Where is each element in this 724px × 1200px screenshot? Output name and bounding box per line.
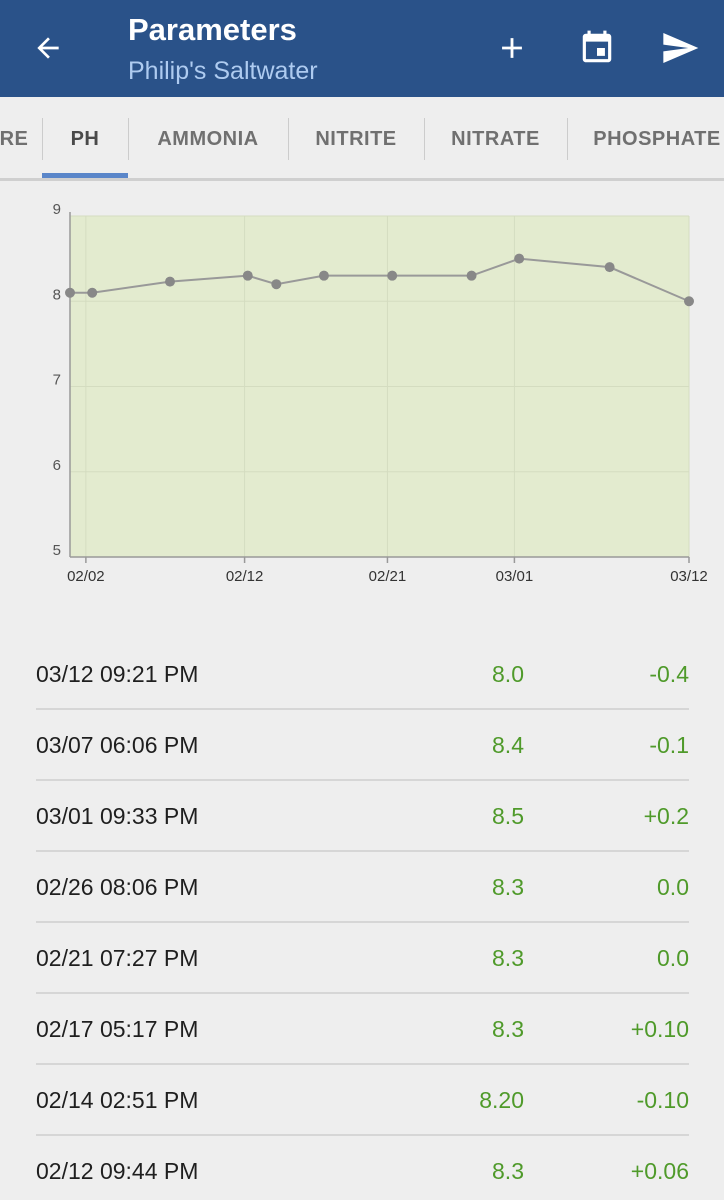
- reading-value: 8.3: [492, 945, 524, 971]
- reading-change: 0.0: [657, 945, 689, 971]
- ph-data-point: [87, 287, 98, 298]
- tab-nitrite[interactable]: NITRITE: [315, 127, 397, 150]
- reading-date: 03/12 09:21 PM: [36, 661, 199, 687]
- reading-row[interactable]: 02/26 08:06 PM 8.3 0.0: [36, 852, 689, 923]
- reading-date: 02/21 07:27 PM: [36, 945, 199, 971]
- ph-data-point: [514, 253, 525, 264]
- back-button[interactable]: [24, 26, 72, 70]
- reading-row[interactable]: 03/01 09:33 PM 8.5 +0.2: [36, 781, 689, 852]
- x-tick-label: 03/12: [670, 568, 708, 585]
- reading-value: 8.0: [492, 661, 524, 687]
- reading-date: 02/17 05:17 PM: [36, 1016, 199, 1042]
- y-tick-label: 5: [53, 542, 61, 559]
- tab-divider: [288, 118, 289, 160]
- ph-chart-svg: 5 6 7 8 9 02/02 02/12 02/21 03/01 03/12: [53, 201, 708, 585]
- page-subtitle: Philip's Saltwater: [128, 57, 318, 85]
- tab-nitrate[interactable]: NITRATE: [451, 127, 540, 150]
- reading-date: 02/14 02:51 PM: [36, 1087, 199, 1113]
- ph-data-point: [242, 270, 253, 281]
- reading-row[interactable]: 03/12 09:21 PM 8.0 -0.4: [36, 639, 689, 710]
- send-button[interactable]: [656, 24, 704, 72]
- ph-data-point: [387, 270, 398, 281]
- reading-row[interactable]: 02/17 05:17 PM 8.3 +0.10: [36, 994, 689, 1065]
- calendar-icon: [582, 30, 612, 63]
- page-title: Parameters: [128, 12, 297, 47]
- ph-data-point: [164, 276, 175, 287]
- ph-data-point: [466, 270, 477, 281]
- x-tick-label: 02/21: [369, 568, 407, 585]
- y-tick-label: 9: [53, 201, 61, 218]
- parameter-tabs: RE PH AMMONIA NITRITE NITRATE PHOSPHATE: [0, 97, 724, 181]
- arrow-back-icon: [37, 37, 59, 59]
- reading-change: +0.06: [630, 1158, 689, 1184]
- tab-ammonia[interactable]: AMMONIA: [157, 127, 259, 150]
- y-tick-label: 8: [53, 286, 61, 303]
- reading-row[interactable]: 02/12 09:44 PM 8.3 +0.06: [36, 1136, 689, 1200]
- tab-divider: [42, 118, 43, 160]
- reading-value: 8.3: [492, 874, 524, 900]
- send-icon: [663, 33, 699, 63]
- reading-change: -0.4: [649, 661, 689, 687]
- reading-change: -0.1: [649, 732, 689, 758]
- tab-divider: [424, 118, 425, 160]
- app-bar: Parameters Philip's Saltwater: [0, 0, 724, 97]
- reading-change: +0.2: [643, 803, 689, 829]
- reading-row[interactable]: 02/14 02:51 PM 8.20 -0.10: [36, 1065, 689, 1136]
- ph-chart: 5 6 7 8 9 02/02 02/12 02/21 03/01 03/12: [0, 195, 724, 595]
- reading-row[interactable]: 03/07 06:06 PM 8.4 -0.1: [36, 710, 689, 781]
- x-tick-label: 03/01: [496, 568, 534, 585]
- reading-date: 02/26 08:06 PM: [36, 874, 199, 900]
- ph-data-point: [604, 262, 615, 273]
- x-tick-label: 02/12: [226, 568, 264, 585]
- tab-ph[interactable]: PH: [70, 127, 100, 150]
- tab-phosphate[interactable]: PHOSPHATE: [593, 127, 721, 150]
- reading-value: 8.4: [492, 732, 524, 758]
- y-tick-label: 7: [53, 372, 61, 389]
- tab-divider: [567, 118, 568, 160]
- reading-date: 03/01 09:33 PM: [36, 803, 199, 829]
- reading-value: 8.3: [492, 1016, 524, 1042]
- ph-data-point: [271, 279, 282, 290]
- reading-change: 0.0: [657, 874, 689, 900]
- ph-data-point: [318, 270, 329, 281]
- plus-icon: [502, 38, 522, 58]
- reading-date: 02/12 09:44 PM: [36, 1158, 199, 1184]
- reading-value: 8.20: [479, 1087, 524, 1113]
- x-tick-label: 02/02: [67, 568, 105, 585]
- reading-change: -0.10: [636, 1087, 689, 1113]
- ph-data-point: [684, 296, 694, 307]
- reading-value: 8.5: [492, 803, 524, 829]
- ph-data-point: [65, 287, 75, 298]
- active-tab-indicator: [42, 173, 128, 178]
- reading-change: +0.10: [630, 1016, 689, 1042]
- reading-date: 03/07 06:06 PM: [36, 732, 199, 758]
- tab-divider: [128, 118, 129, 160]
- y-tick-label: 6: [53, 457, 61, 474]
- reading-value: 8.3: [492, 1158, 524, 1184]
- tab-temperature[interactable]: RE: [0, 127, 29, 150]
- calendar-button[interactable]: [573, 24, 621, 72]
- add-button[interactable]: [488, 24, 536, 72]
- readings-list: 03/12 09:21 PM 8.0 -0.4 03/07 06:06 PM 8.4 -0…: [36, 639, 689, 1200]
- reading-row[interactable]: 02/21 07:27 PM 8.3 0.0: [36, 923, 689, 994]
